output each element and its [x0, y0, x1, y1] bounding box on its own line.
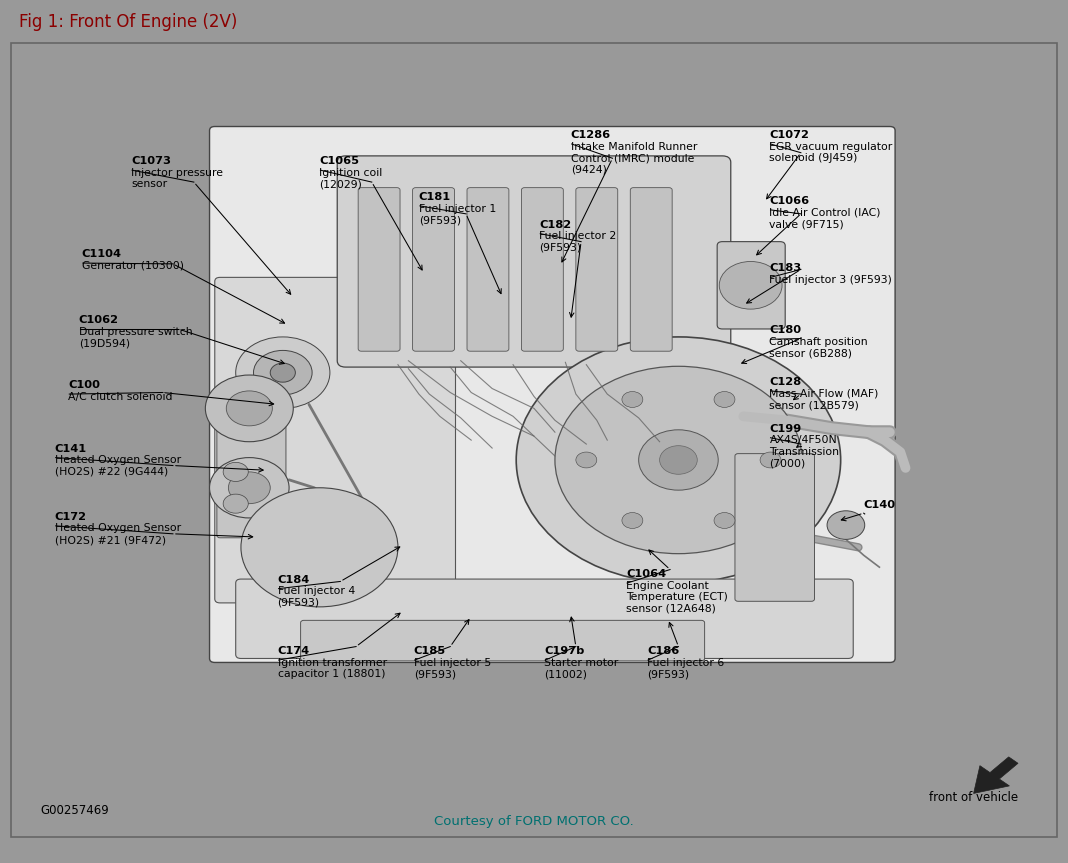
Text: C1104: C1104 [82, 249, 122, 259]
Text: Heated Oxygen Sensor
(HO2S) #21 (9F472): Heated Oxygen Sensor (HO2S) #21 (9F472) [54, 524, 180, 545]
Text: C141: C141 [54, 444, 87, 454]
Circle shape [264, 505, 375, 589]
Circle shape [223, 494, 248, 513]
Text: C1066: C1066 [769, 196, 810, 206]
FancyBboxPatch shape [236, 579, 853, 658]
Text: C140: C140 [864, 500, 896, 510]
Text: Ignition coil
(12029): Ignition coil (12029) [319, 167, 382, 189]
FancyBboxPatch shape [209, 127, 895, 663]
Circle shape [226, 391, 272, 425]
Text: Courtesy of FORD MOTOR CO.: Courtesy of FORD MOTOR CO. [434, 815, 634, 828]
Circle shape [253, 350, 312, 395]
Text: C186: C186 [647, 646, 679, 656]
Circle shape [827, 511, 865, 539]
FancyBboxPatch shape [576, 187, 617, 351]
Text: C172: C172 [54, 512, 87, 522]
Text: Fig 1: Front Of Engine (2V): Fig 1: Front Of Engine (2V) [19, 14, 237, 31]
Text: Generator (10300): Generator (10300) [82, 261, 184, 271]
Text: Dual pressure switch
(19D594): Dual pressure switch (19D594) [79, 326, 192, 348]
Text: Ignition transformer
capacitor 1 (18801): Ignition transformer capacitor 1 (18801) [278, 658, 387, 679]
Text: A/C clutch solenoid: A/C clutch solenoid [68, 392, 173, 401]
Circle shape [639, 430, 718, 490]
Circle shape [622, 513, 643, 528]
Text: C1286: C1286 [570, 130, 611, 140]
Text: C197b: C197b [545, 646, 585, 656]
FancyBboxPatch shape [215, 277, 455, 603]
FancyBboxPatch shape [718, 242, 785, 329]
Circle shape [660, 445, 697, 475]
Circle shape [205, 375, 294, 442]
Text: Fuel injector 4
(9F593): Fuel injector 4 (9F593) [278, 586, 355, 608]
Text: Fuel injector 5
(9F593): Fuel injector 5 (9F593) [413, 658, 491, 679]
Text: C199: C199 [769, 424, 802, 434]
Text: Fuel injector 6
(9F593): Fuel injector 6 (9F593) [647, 658, 724, 679]
Circle shape [290, 525, 349, 570]
Text: Intake Manifold Runner
Control (IMRC) module
(9424): Intake Manifold Runner Control (IMRC) mo… [570, 142, 697, 175]
FancyBboxPatch shape [630, 187, 672, 351]
Text: C1065: C1065 [319, 156, 360, 167]
Circle shape [270, 363, 296, 382]
Text: C183: C183 [769, 263, 802, 274]
Circle shape [223, 463, 248, 482]
Circle shape [719, 261, 782, 309]
FancyBboxPatch shape [735, 454, 815, 602]
Text: Idle Air Control (IAC)
valve (9F715): Idle Air Control (IAC) valve (9F715) [769, 207, 881, 229]
Text: EGR vacuum regulator
solenoid (9J459): EGR vacuum regulator solenoid (9J459) [769, 142, 893, 163]
Text: front of vehicle: front of vehicle [929, 791, 1018, 804]
FancyBboxPatch shape [521, 187, 563, 351]
Circle shape [714, 513, 735, 528]
Text: G00257469: G00257469 [40, 804, 109, 817]
Text: Fuel injector 2
(9F593): Fuel injector 2 (9F593) [539, 231, 616, 253]
Text: Mass Air Flow (MAF)
sensor (12B579): Mass Air Flow (MAF) sensor (12B579) [769, 388, 879, 410]
Text: C182: C182 [539, 220, 571, 230]
Circle shape [516, 337, 841, 583]
Text: AX4S/4F50N
Transmission
(7000): AX4S/4F50N Transmission (7000) [769, 435, 839, 469]
Circle shape [622, 392, 643, 407]
Text: C128: C128 [769, 377, 802, 387]
FancyBboxPatch shape [467, 187, 508, 351]
FancyBboxPatch shape [337, 156, 731, 367]
Text: C185: C185 [413, 646, 445, 656]
Text: C1072: C1072 [769, 130, 810, 140]
Circle shape [209, 457, 289, 518]
Circle shape [555, 366, 802, 554]
Text: C174: C174 [278, 646, 310, 656]
Text: Engine Coolant
Temperature (ECT)
sensor (12A648): Engine Coolant Temperature (ECT) sensor … [626, 581, 728, 614]
Text: Injector pressure
sensor: Injector pressure sensor [131, 167, 223, 189]
Text: Heated Oxygen Sensor
(HO2S) #22 (9G444): Heated Oxygen Sensor (HO2S) #22 (9G444) [54, 455, 180, 477]
Circle shape [307, 538, 332, 557]
FancyBboxPatch shape [412, 187, 455, 351]
FancyBboxPatch shape [358, 187, 400, 351]
FancyArrow shape [974, 757, 1018, 793]
FancyBboxPatch shape [300, 620, 705, 661]
Circle shape [229, 472, 270, 504]
Text: Starter motor
(11002): Starter motor (11002) [545, 658, 618, 679]
Circle shape [236, 337, 330, 408]
Circle shape [576, 452, 597, 468]
Text: C1073: C1073 [131, 156, 171, 167]
Circle shape [714, 392, 735, 407]
Text: Fuel injector 1
(9F593): Fuel injector 1 (9F593) [419, 204, 497, 225]
Text: C100: C100 [68, 380, 100, 390]
Text: C1062: C1062 [79, 315, 119, 325]
Circle shape [241, 488, 398, 607]
Text: Camshaft position
sensor (6B288): Camshaft position sensor (6B288) [769, 337, 868, 358]
Circle shape [760, 452, 781, 468]
Text: C1064: C1064 [626, 569, 666, 579]
Text: C181: C181 [419, 192, 451, 202]
FancyBboxPatch shape [217, 406, 286, 538]
Text: Fuel injector 3 (9F593): Fuel injector 3 (9F593) [769, 275, 893, 285]
Text: C180: C180 [769, 325, 802, 336]
Text: C184: C184 [278, 575, 310, 584]
